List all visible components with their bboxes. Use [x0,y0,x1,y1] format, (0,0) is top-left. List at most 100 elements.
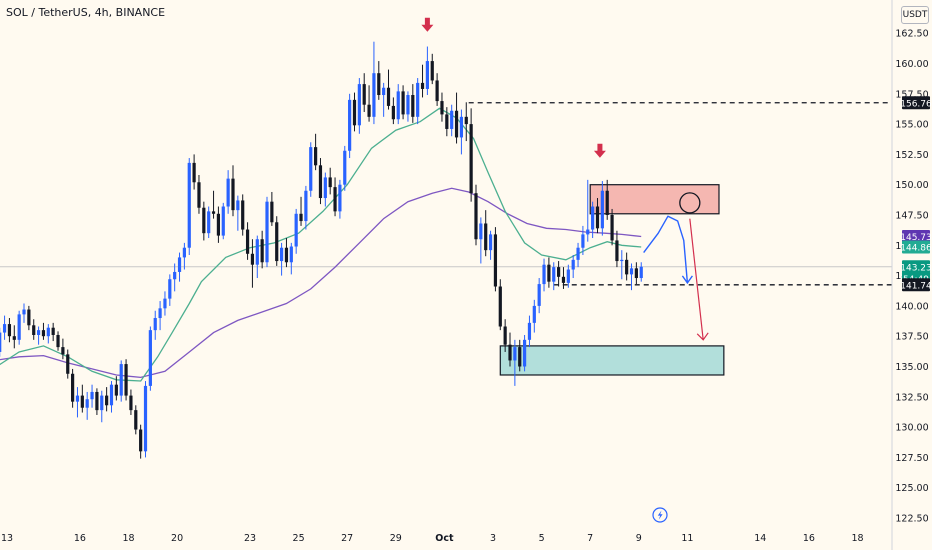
candle-body[interactable] [187,162,191,248]
candle-body[interactable] [357,84,361,126]
candle-body[interactable] [547,264,551,282]
candle-body[interactable] [513,347,517,361]
candle-body[interactable] [343,150,347,185]
candle-body[interactable] [309,147,313,191]
candle-body[interactable] [177,257,182,272]
blue-projection-path[interactable] [643,215,689,283]
candle-body[interactable] [576,247,580,260]
candle-body[interactable] [66,354,70,374]
candle-body[interactable] [352,99,357,126]
candle-body[interactable] [595,206,600,229]
candle-body[interactable] [314,147,318,166]
candle-body[interactable] [197,182,201,208]
candle-body[interactable] [7,324,12,337]
candle-body[interactable] [639,266,643,279]
candle-body[interactable] [615,240,619,262]
candle-body[interactable] [2,324,7,333]
candle-body[interactable] [226,178,230,207]
candle-body[interactable] [27,309,31,326]
candle-body[interactable] [158,308,162,319]
candle-body[interactable] [557,267,561,277]
ema-purple-line[interactable] [0,187,642,379]
candle-body[interactable] [85,399,89,408]
candle-body[interactable] [109,384,114,406]
lightning-icon[interactable] [652,507,668,523]
candle-body[interactable] [464,116,468,125]
candle-body[interactable] [503,326,507,345]
candle-body[interactable] [469,124,473,194]
down-arrow-marker[interactable] [593,143,606,158]
candle-body[interactable] [41,330,46,337]
candle-body[interactable] [348,99,352,151]
candle-body[interactable] [527,322,532,340]
candle-body[interactable] [537,284,541,306]
candle-body[interactable] [284,247,289,263]
candle-body[interactable] [71,373,75,402]
candle-body[interactable] [498,286,502,327]
candle-body[interactable] [260,239,264,263]
currency-badge[interactable]: USDT [901,6,929,24]
candle-body[interactable] [605,190,609,215]
down-arrow-marker[interactable] [421,17,434,32]
candle-body[interactable] [561,276,566,283]
candle-body[interactable] [134,410,138,430]
candle-body[interactable] [610,215,614,241]
candle-body[interactable] [323,177,327,199]
candle-body[interactable] [75,395,80,402]
candle-body[interactable] [416,82,420,117]
candle-body[interactable] [17,314,21,340]
red-projection-line[interactable] [689,218,704,340]
candle-body[interactable] [61,347,65,355]
candle-body[interactable] [634,268,638,279]
candle-body[interactable] [192,162,196,183]
candle-body[interactable] [105,395,109,406]
candle-body[interactable] [382,87,386,96]
candle-body[interactable] [600,190,604,229]
candle-body[interactable] [143,385,148,452]
candle-body[interactable] [440,101,444,115]
candle-body[interactable] [207,211,211,234]
candle-body[interactable] [629,268,634,275]
candle-body[interactable] [255,239,259,265]
candle-body[interactable] [36,330,41,335]
candle-body[interactable] [328,177,332,188]
candle-body[interactable] [484,223,488,251]
candle-body[interactable] [479,223,483,240]
candle-body[interactable] [488,234,493,251]
candle-body[interactable] [270,201,274,223]
candle-body[interactable] [294,213,298,247]
candle-body[interactable] [124,364,128,396]
candle-body[interactable] [591,206,595,230]
candle-body[interactable] [372,73,376,117]
candle-body[interactable] [459,116,464,138]
candle-body[interactable] [46,327,50,337]
candle-body[interactable] [114,384,118,396]
candle-body[interactable] [265,201,269,263]
candle-body[interactable] [275,222,279,262]
candle-body[interactable] [333,187,337,212]
candle-body[interactable] [454,110,459,138]
candle-body[interactable] [391,105,395,120]
candle-body[interactable] [367,104,371,117]
candle-body[interactable] [241,200,245,230]
candle-body[interactable] [163,298,167,309]
candle-body[interactable] [100,395,104,411]
candle-body[interactable] [425,61,429,89]
candle-body[interactable] [90,391,94,400]
candle-body[interactable] [532,305,536,323]
candle-body[interactable] [129,395,133,411]
candle-body[interactable] [445,114,449,129]
candle-body[interactable] [216,213,221,236]
candle-body[interactable] [566,269,570,283]
candle-body[interactable] [406,95,410,115]
candle-body[interactable] [202,207,206,234]
candle-body[interactable] [625,259,629,275]
candle-body[interactable] [304,190,308,222]
candle-body[interactable] [119,364,123,396]
candle-body[interactable] [435,80,439,102]
candle-body[interactable] [22,309,26,315]
candle-body[interactable] [401,91,405,115]
candle-body[interactable] [586,229,590,235]
candle-body[interactable] [32,325,36,335]
candle-body[interactable] [542,264,546,285]
